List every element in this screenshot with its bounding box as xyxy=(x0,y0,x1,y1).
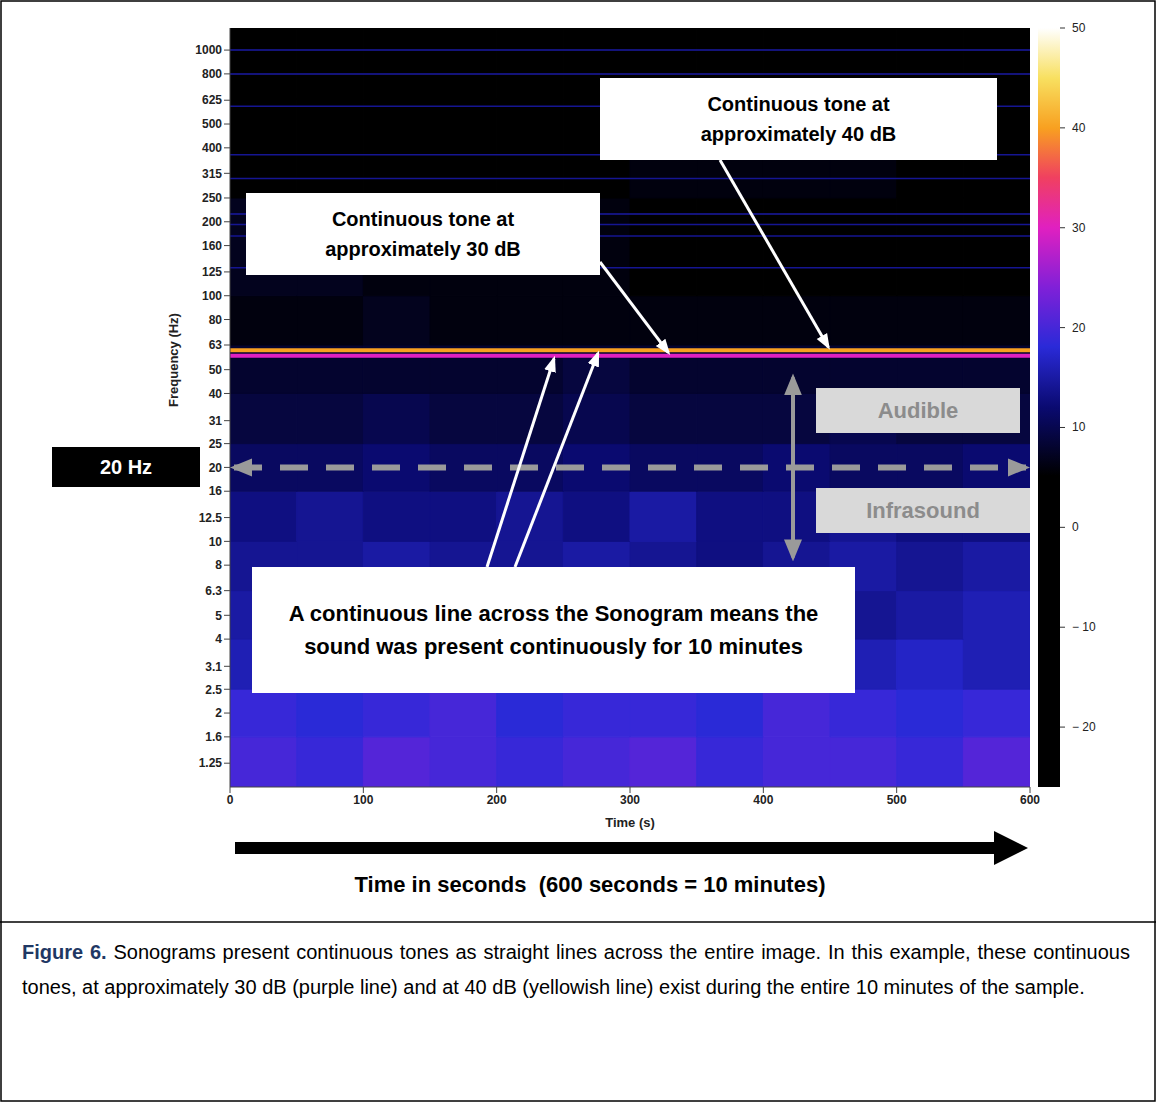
svg-text:3.1: 3.1 xyxy=(205,660,222,674)
svg-text:30: 30 xyxy=(1072,221,1086,235)
svg-text:12.5: 12.5 xyxy=(199,511,223,525)
svg-text:63: 63 xyxy=(209,338,223,352)
svg-text:Frequency (Hz): Frequency (Hz) xyxy=(166,313,181,407)
html-text:Figure 6. Sonograms present co: Figure 6. Sonograms present continuous t… xyxy=(22,941,1130,998)
svg-text:160: 160 xyxy=(202,239,222,253)
svg-text:2.5: 2.5 xyxy=(205,683,222,697)
svg-text:16: 16 xyxy=(209,484,223,498)
svg-text:40: 40 xyxy=(1072,121,1086,135)
svg-text:1000: 1000 xyxy=(195,43,222,57)
svg-text:100: 100 xyxy=(353,793,373,807)
html-text:Infrasound: Infrasound xyxy=(866,497,980,523)
svg-text:20: 20 xyxy=(1072,321,1086,335)
svg-text:125: 125 xyxy=(202,265,222,279)
html-text:A continuous line across the S: A continuous line across the Sonogram me… xyxy=(288,601,819,659)
svg-text:250: 250 xyxy=(202,191,222,205)
svg-text:5: 5 xyxy=(215,609,222,623)
svg-text:25: 25 xyxy=(209,437,223,451)
svg-text:400: 400 xyxy=(753,793,773,807)
svg-text:500: 500 xyxy=(202,117,222,131)
svg-text:500: 500 xyxy=(887,793,907,807)
html-text:Audible: Audible xyxy=(877,397,959,423)
svg-text:− 10: − 10 xyxy=(1072,620,1096,634)
svg-text:40: 40 xyxy=(209,387,223,401)
svg-text:100: 100 xyxy=(202,289,222,303)
svg-text:200: 200 xyxy=(202,215,222,229)
svg-text:6.3: 6.3 xyxy=(205,584,222,598)
svg-text:10: 10 xyxy=(1072,420,1086,434)
svg-text:315: 315 xyxy=(202,167,222,181)
svg-text:600: 600 xyxy=(1020,793,1040,807)
svg-text:Time (s): Time (s) xyxy=(605,815,655,830)
svg-text:2: 2 xyxy=(215,706,222,720)
svg-text:8: 8 xyxy=(215,558,222,572)
svg-text:625: 625 xyxy=(202,93,222,107)
html-text:Continuous tone at approximate: Continuous tone at approximately 40 dB xyxy=(700,93,897,145)
svg-text:200: 200 xyxy=(487,793,507,807)
svg-text:80: 80 xyxy=(209,313,223,327)
svg-text:0: 0 xyxy=(1072,520,1079,534)
svg-text:400: 400 xyxy=(202,141,222,155)
svg-text:4: 4 xyxy=(215,632,222,646)
html-text:Continuous tone at approximate: Continuous tone at approximately 30 dB xyxy=(325,208,521,260)
svg-text:50: 50 xyxy=(1072,21,1086,35)
svg-text:1.25: 1.25 xyxy=(199,756,223,770)
svg-text:− 20: − 20 xyxy=(1072,720,1096,734)
html-text:20 Hz: 20 Hz xyxy=(99,455,153,478)
svg-text:1.6: 1.6 xyxy=(205,730,222,744)
svg-text:31: 31 xyxy=(209,414,223,428)
svg-text:0: 0 xyxy=(227,793,234,807)
svg-text:20: 20 xyxy=(209,461,223,475)
svg-text:800: 800 xyxy=(202,67,222,81)
svg-text:300: 300 xyxy=(620,793,640,807)
svg-text:50: 50 xyxy=(209,363,223,377)
svg-text:10: 10 xyxy=(209,535,223,549)
html-text:Time in seconds (600 seconds =: Time in seconds (600 seconds = 10 minute… xyxy=(354,872,826,897)
